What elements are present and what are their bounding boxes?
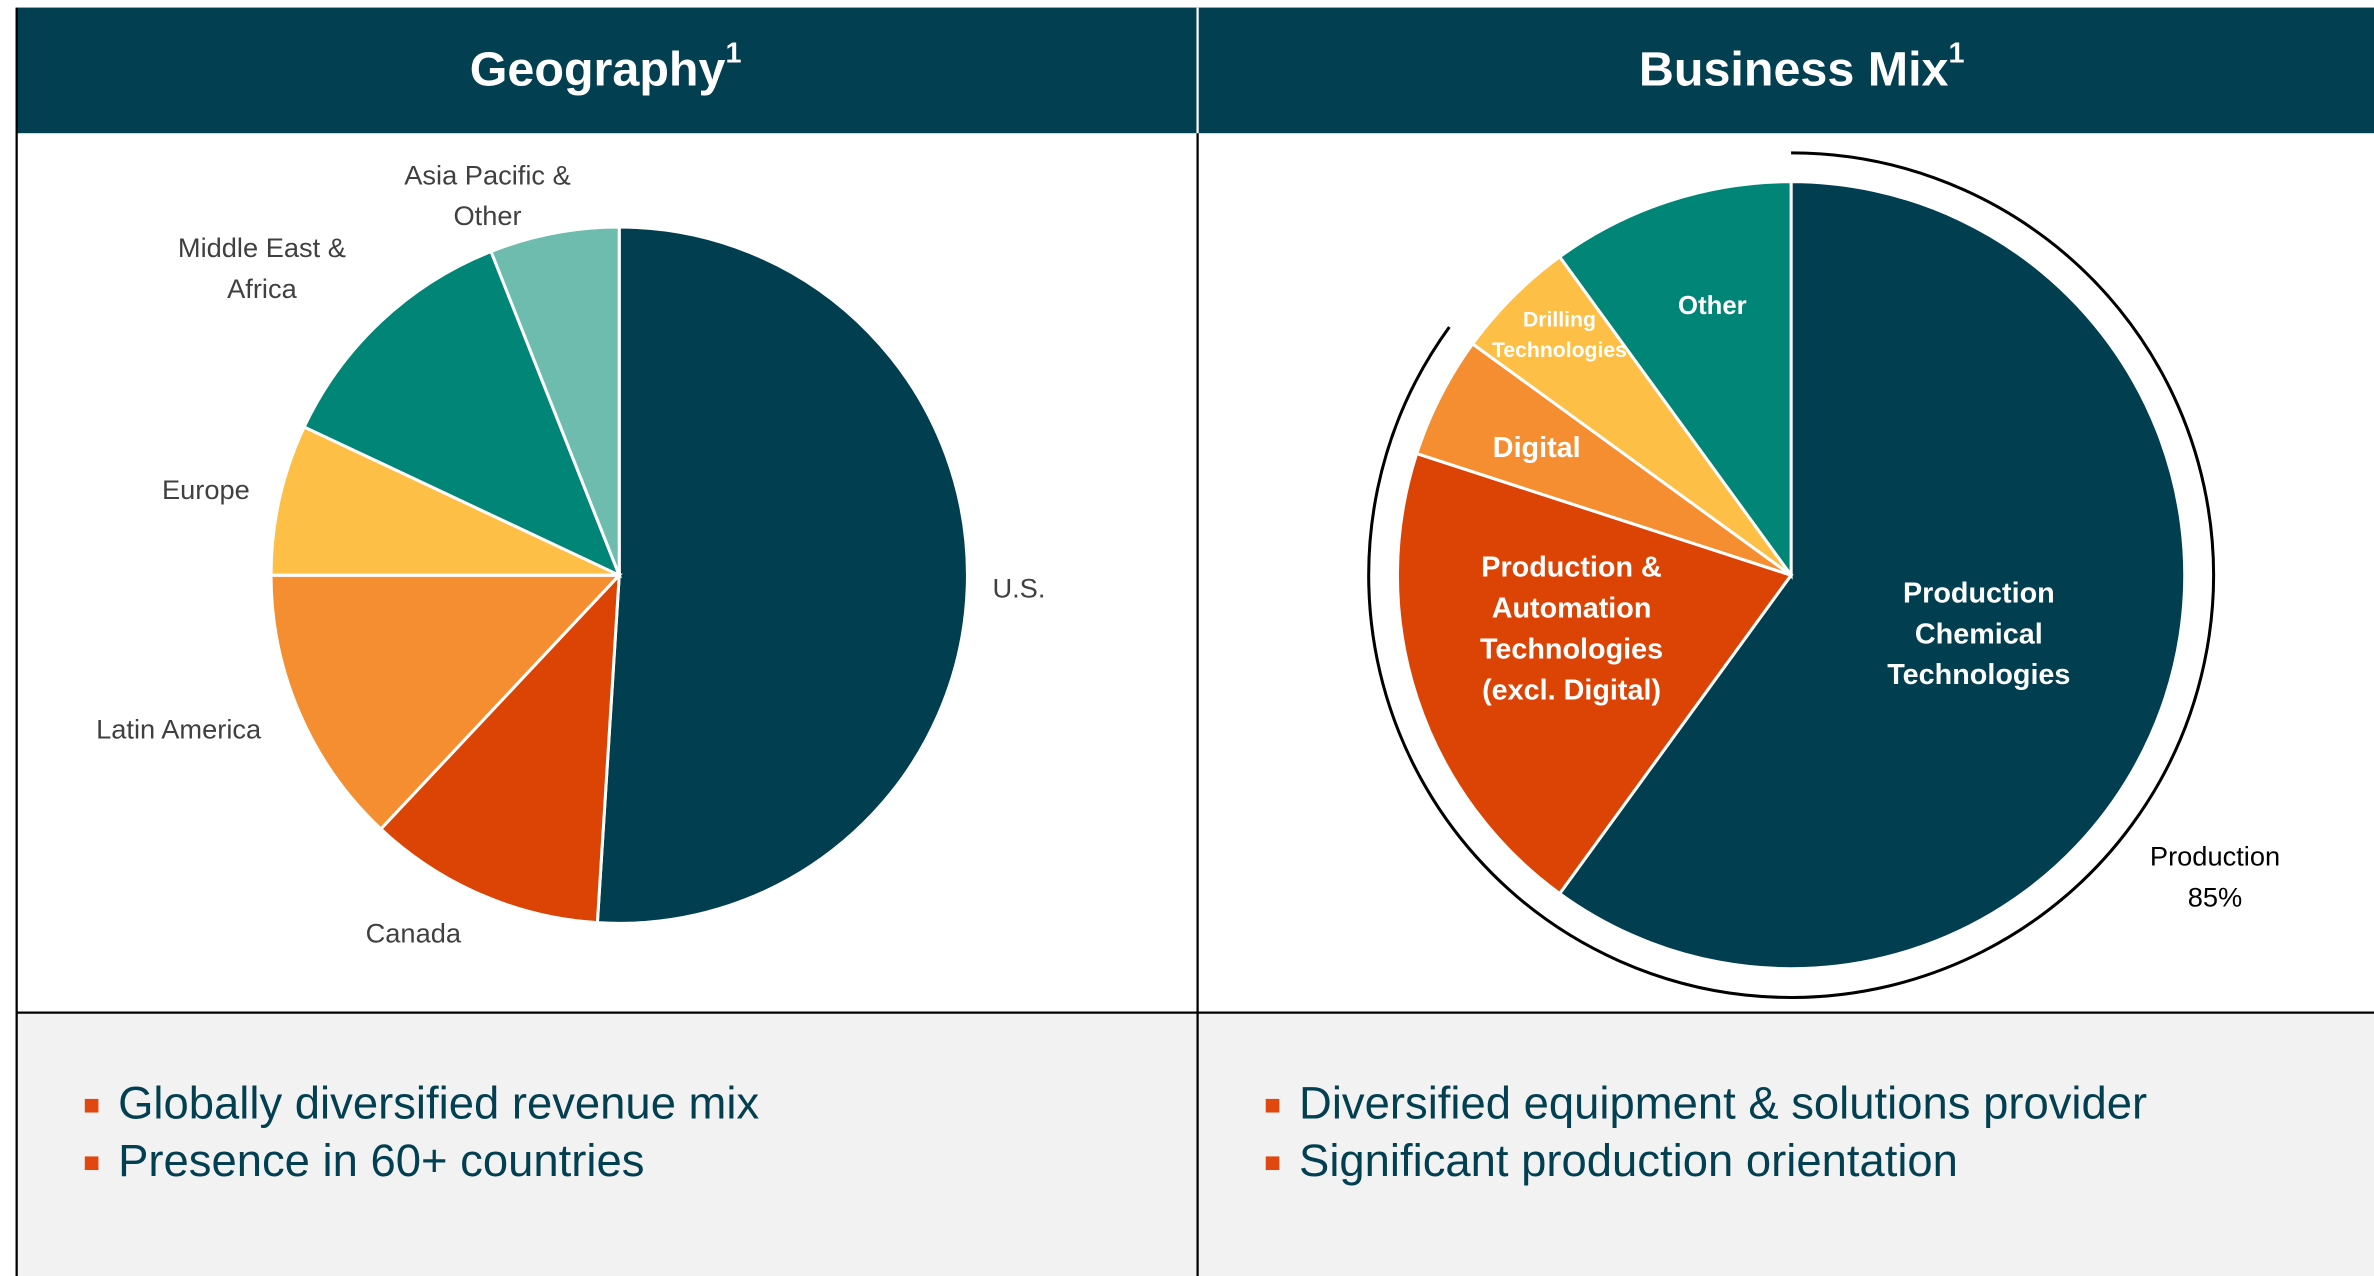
header-band	[16, 7, 2374, 134]
bullet-text: Globally diversified revenue mix	[118, 1077, 759, 1128]
panel-title-text: Geography	[470, 42, 726, 96]
bullet-marker	[1265, 1098, 1280, 1113]
notes-band	[16, 1012, 2374, 1276]
slice-label: Chemical	[1915, 618, 2043, 650]
slice-label: Automation	[1492, 593, 1652, 625]
panel-title: Business Mix1	[1639, 37, 1965, 96]
slice-label: Technologies	[1492, 339, 1627, 362]
slice-label: Africa	[227, 273, 297, 304]
slice-label: Technologies	[1480, 633, 1663, 665]
slice-label: (excl. Digital)	[1482, 674, 1661, 706]
slice-label: Latin America	[96, 713, 262, 744]
bullet-marker	[84, 1156, 99, 1171]
footnote-mark: 1	[1949, 37, 1965, 69]
slice-label: Other	[453, 200, 521, 231]
slice-label: Asia Pacific &	[404, 159, 571, 190]
panel-title-text: Business Mix	[1639, 42, 1949, 96]
annotation-label: Production	[2150, 840, 2280, 871]
slice-label: Europe	[162, 474, 250, 505]
bullet-marker	[84, 1098, 99, 1113]
slice-label: Other	[1678, 292, 1747, 320]
bullet-marker	[1265, 1156, 1280, 1171]
footnote-mark: 1	[725, 37, 741, 69]
pie-slice	[269, 424, 620, 577]
pie-slice	[595, 225, 969, 925]
slice-label: Canada	[366, 918, 462, 949]
slice-label: Digital	[1493, 432, 1581, 464]
pie-slice	[1396, 451, 1794, 896]
pie-slice	[378, 571, 622, 925]
bullet-text: Diversified equipment & solutions provid…	[1299, 1077, 2147, 1128]
slice-label: Technologies	[1887, 659, 2070, 691]
slice-label: Middle East &	[178, 232, 346, 263]
bullet-text: Significant production orientation	[1299, 1135, 1958, 1186]
pie-slice	[489, 225, 621, 576]
panel-title: Geography1	[470, 37, 742, 96]
pie-slice	[302, 249, 623, 579]
pie-slice	[269, 573, 623, 832]
pie-slice	[1557, 180, 1793, 580]
slice-label: U.S.	[992, 573, 1045, 604]
annotation-arc	[1367, 151, 2216, 999]
pie-slice	[1557, 180, 2187, 971]
bullet-text: Presence in 60+ countries	[118, 1135, 644, 1186]
slice-label: Production &	[1481, 552, 1662, 584]
annotation-value: 85%	[2188, 881, 2243, 912]
slice-label: Drilling	[1523, 308, 1596, 331]
slice-label: Production	[1903, 577, 2055, 609]
